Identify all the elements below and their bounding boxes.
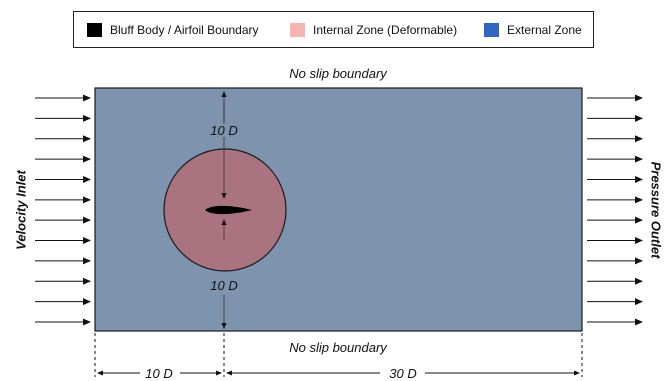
legend-label-airfoil: Bluff Body / Airfoil Boundary — [110, 22, 259, 37]
bottom-boundary-label: No slip boundary — [289, 340, 387, 355]
inlet-arrows — [35, 94, 91, 326]
pink-square-swatch — [290, 22, 305, 37]
upper-dimension-label: 10 D — [208, 123, 240, 138]
lower-dimension-label: 10 D — [208, 278, 240, 293]
top-boundary-label: No slip boundary — [289, 66, 387, 81]
legend-item-external-zone: External Zone — [484, 12, 582, 47]
pressure-outlet-label: Pressure Outlet — [648, 161, 664, 259]
legend-label-internal-zone: Internal Zone (Deformable) — [313, 22, 458, 37]
black-square-swatch — [87, 22, 102, 37]
legend: Bluff Body / Airfoil Boundary Internal Z… — [73, 11, 594, 48]
upstream-dimension-label: 10 D — [145, 366, 173, 381]
legend-item-internal-zone: Internal Zone (Deformable) — [290, 12, 457, 47]
outlet-arrows — [587, 94, 643, 326]
blue-square-swatch — [484, 22, 499, 37]
downstream-dimension-label: 30 D — [389, 366, 417, 381]
airfoil-shape — [205, 205, 252, 215]
velocity-inlet-label: Velocity Inlet — [13, 170, 29, 250]
legend-label-external-zone: External Zone — [507, 22, 582, 37]
legend-item-airfoil: Bluff Body / Airfoil Boundary — [87, 12, 259, 47]
